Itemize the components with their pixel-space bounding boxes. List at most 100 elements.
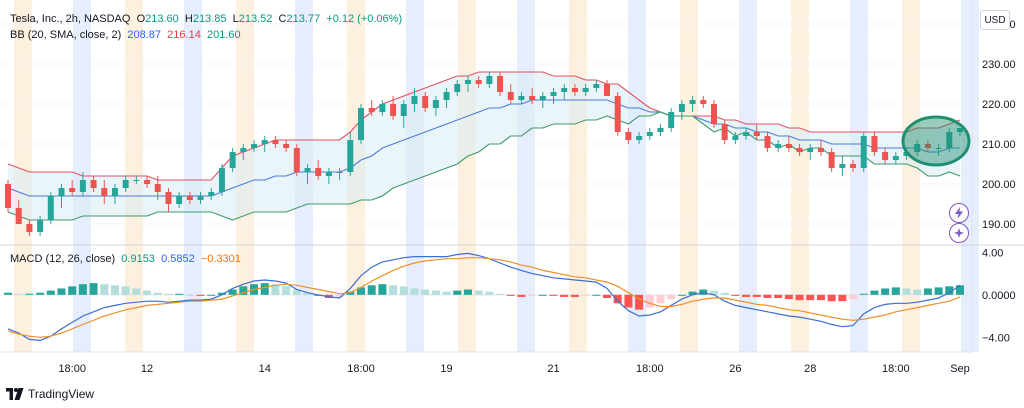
bb-fill [8, 72, 960, 220]
session-band [458, 0, 476, 352]
candle [871, 132, 878, 156]
macd-histogram-bar [356, 287, 365, 295]
candle-body [518, 96, 525, 100]
macd-histogram-bar [410, 288, 419, 295]
candle [497, 72, 504, 96]
candle [315, 160, 322, 180]
candle [133, 176, 140, 184]
candle [283, 140, 290, 152]
highlight-ellipse [901, 115, 971, 167]
candle [689, 96, 696, 112]
candle-body [47, 196, 54, 220]
macd-histogram-bar [881, 288, 890, 295]
candle-body [539, 96, 546, 100]
candle-body [411, 96, 418, 104]
candle-body [807, 148, 814, 152]
macd-histogram-bar [528, 294, 537, 296]
candle [144, 176, 151, 188]
candle-body [293, 148, 300, 172]
macd-histogram-bar [367, 285, 376, 295]
macd-histogram-bar [849, 294, 858, 300]
macd-histogram-bar [389, 285, 398, 295]
candle [37, 216, 44, 236]
candle [347, 132, 354, 176]
macd-histogram-bar [4, 292, 12, 295]
candle [90, 176, 97, 192]
candle [796, 144, 803, 156]
candle [935, 144, 942, 156]
candle [390, 96, 397, 120]
time-tick-label: 18:00 [882, 363, 910, 375]
macd-histogram-bar [292, 289, 301, 295]
candle [646, 128, 653, 140]
candle-body [336, 172, 343, 173]
candle-body [133, 180, 140, 181]
open-value: 213.60 [145, 13, 179, 25]
macd-histogram-bar [795, 294, 804, 301]
candle-body [218, 168, 225, 192]
candle-body [796, 148, 803, 152]
candle [325, 168, 332, 184]
time-tick-label: 19 [440, 363, 452, 375]
macd-histogram-bar [742, 294, 751, 297]
candle-body [860, 136, 867, 168]
candle [657, 124, 664, 136]
macd-histogram-bar [175, 293, 184, 295]
candle [882, 148, 889, 164]
candle-body [924, 144, 931, 148]
candle [443, 88, 450, 108]
macd-histogram-bar [25, 293, 34, 295]
candle [186, 192, 193, 204]
candle [122, 176, 129, 192]
lightning-icon[interactable] [949, 203, 969, 223]
macd-histogram-bar [164, 293, 173, 295]
candle-body [678, 104, 685, 112]
currency-badge[interactable]: USD [980, 10, 1010, 30]
macd-histogram-bar [731, 294, 740, 296]
candle-body [400, 104, 407, 116]
macd-histogram-bar [763, 294, 772, 298]
macd-histogram-bar [838, 294, 847, 302]
candle-body [689, 100, 696, 104]
macd-histogram-bar [645, 294, 654, 308]
candle-body [122, 180, 129, 188]
high-value: 213.85 [192, 13, 227, 25]
candle [529, 88, 536, 104]
bb-legend: BB (20, SMA, close, 2) 208.87 216.14 201… [10, 29, 241, 41]
candle-body [839, 164, 846, 168]
candle [721, 120, 728, 144]
macd-histogram-bar [923, 288, 932, 295]
macd-histogram-bar [517, 294, 526, 297]
candle-body [914, 144, 921, 152]
candle [614, 92, 621, 136]
macd-histogram-bar [185, 294, 194, 296]
macd-histogram-bar [870, 290, 879, 295]
sparkle-icon[interactable] [949, 223, 969, 243]
candle-body [571, 88, 578, 92]
candle [251, 140, 258, 152]
candle [272, 136, 279, 148]
time-tick-label: 26 [729, 363, 741, 375]
macd-histogram-bar [913, 289, 922, 295]
candle-body [753, 132, 760, 136]
macd-histogram-bar [774, 294, 783, 298]
candle [710, 100, 717, 128]
candle-body [700, 100, 707, 104]
candle-body [154, 184, 161, 192]
candle [625, 128, 632, 144]
candle-body [251, 144, 258, 148]
price-tick-label: 210.00 [982, 139, 1016, 151]
price-tick-label: 190.00 [982, 219, 1016, 231]
candle-body [721, 124, 728, 140]
candle [368, 100, 375, 116]
candle [411, 88, 418, 112]
candle [946, 128, 953, 152]
macd-histogram-bar [121, 286, 130, 295]
candle-body [69, 188, 76, 192]
candle [432, 96, 439, 116]
candle-body [197, 196, 204, 200]
candle-body [304, 168, 311, 172]
candle-body [90, 180, 97, 188]
macd-histogram-bar [859, 293, 868, 295]
